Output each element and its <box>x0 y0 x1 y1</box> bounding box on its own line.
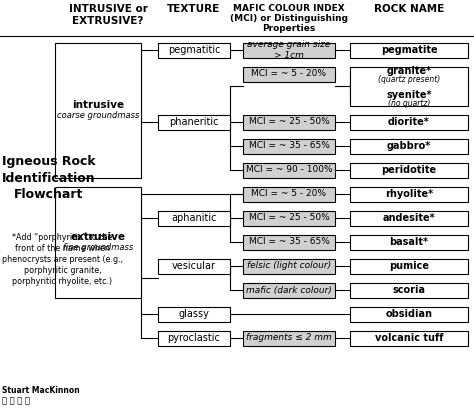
Text: mafic (dark colour): mafic (dark colour) <box>246 285 332 294</box>
Text: granite*: granite* <box>386 66 431 76</box>
FancyBboxPatch shape <box>350 330 468 346</box>
Text: MCI = ~ 90 - 100%: MCI = ~ 90 - 100% <box>246 166 332 175</box>
Text: MCI = ~ 25 - 50%: MCI = ~ 25 - 50% <box>249 213 329 222</box>
FancyBboxPatch shape <box>158 306 230 321</box>
FancyBboxPatch shape <box>350 162 468 178</box>
Text: glassy: glassy <box>179 309 210 319</box>
FancyBboxPatch shape <box>158 330 230 346</box>
FancyBboxPatch shape <box>55 187 141 297</box>
Text: syenite*: syenite* <box>386 90 432 100</box>
Text: MCI = ~ 5 - 20%: MCI = ~ 5 - 20% <box>252 189 327 198</box>
FancyBboxPatch shape <box>243 234 335 249</box>
FancyBboxPatch shape <box>243 43 335 58</box>
Text: MCI = ~ 35 - 65%: MCI = ~ 35 - 65% <box>248 238 329 247</box>
Text: diorite*: diorite* <box>388 117 430 127</box>
FancyBboxPatch shape <box>158 211 230 225</box>
Text: pumice: pumice <box>389 261 429 271</box>
FancyBboxPatch shape <box>350 139 468 153</box>
Text: fragments ≤ 2 mm: fragments ≤ 2 mm <box>246 333 332 342</box>
Text: (quartz present): (quartz present) <box>378 74 440 83</box>
FancyBboxPatch shape <box>350 234 468 249</box>
Text: volcanic tuff: volcanic tuff <box>375 333 443 343</box>
Text: basalt*: basalt* <box>390 237 428 247</box>
FancyBboxPatch shape <box>350 187 468 202</box>
Text: gabbro*: gabbro* <box>387 141 431 151</box>
Text: intrusive: intrusive <box>72 100 124 110</box>
Text: Stuart MacKinnon: Stuart MacKinnon <box>2 386 80 395</box>
Text: Ⓒ Ⓞ Ⓜ Ⓢ: Ⓒ Ⓞ Ⓜ Ⓢ <box>2 396 30 405</box>
FancyBboxPatch shape <box>243 139 335 153</box>
FancyBboxPatch shape <box>243 258 335 274</box>
FancyBboxPatch shape <box>243 67 335 81</box>
Text: TEXTURE: TEXTURE <box>167 4 220 14</box>
FancyBboxPatch shape <box>243 162 335 178</box>
Text: (no quartz): (no quartz) <box>388 99 430 108</box>
FancyBboxPatch shape <box>350 258 468 274</box>
Text: MCI = ~ 5 - 20%: MCI = ~ 5 - 20% <box>252 70 327 79</box>
Text: MAFIC COLOUR INDEX
(MCI) or Distinguishing
Properties: MAFIC COLOUR INDEX (MCI) or Distinguishi… <box>230 4 348 33</box>
FancyBboxPatch shape <box>243 211 335 225</box>
FancyBboxPatch shape <box>243 187 335 202</box>
FancyBboxPatch shape <box>243 330 335 346</box>
Text: ROCK NAME: ROCK NAME <box>374 4 444 14</box>
Text: coarse groundmass: coarse groundmass <box>57 110 139 119</box>
FancyBboxPatch shape <box>350 306 468 321</box>
FancyBboxPatch shape <box>243 115 335 130</box>
FancyBboxPatch shape <box>350 283 468 297</box>
FancyBboxPatch shape <box>158 43 230 58</box>
Text: obsidian: obsidian <box>385 309 432 319</box>
Text: pegmatitic: pegmatitic <box>168 45 220 55</box>
Text: fine groundmass: fine groundmass <box>63 243 133 252</box>
FancyBboxPatch shape <box>350 43 468 58</box>
FancyBboxPatch shape <box>350 67 468 106</box>
Text: Igneous Rock
Identification
Flowchart: Igneous Rock Identification Flowchart <box>2 155 96 201</box>
FancyBboxPatch shape <box>350 211 468 225</box>
Text: average grain size
> 1cm: average grain size > 1cm <box>247 40 331 60</box>
Text: vesicular: vesicular <box>172 261 216 271</box>
Text: felsic (light colour): felsic (light colour) <box>247 261 331 270</box>
Text: MCI = ~ 35 - 65%: MCI = ~ 35 - 65% <box>248 142 329 151</box>
Text: INTRUSIVE or
EXTRUSIVE?: INTRUSIVE or EXTRUSIVE? <box>69 4 147 26</box>
Text: pyroclastic: pyroclastic <box>168 333 220 343</box>
Text: extrusive: extrusive <box>71 232 126 242</box>
Text: pegmatite: pegmatite <box>381 45 438 55</box>
Text: aphanitic: aphanitic <box>171 213 217 223</box>
FancyBboxPatch shape <box>55 43 141 178</box>
Text: phaneritic: phaneritic <box>169 117 219 127</box>
FancyBboxPatch shape <box>243 283 335 297</box>
Text: andesite*: andesite* <box>383 213 435 223</box>
Text: peridotite: peridotite <box>382 165 437 175</box>
Text: *Add “porphyritic” to the
front of the name when
phenocrysts are present (e.g.,
: *Add “porphyritic” to the front of the n… <box>2 233 123 286</box>
FancyBboxPatch shape <box>350 115 468 130</box>
Text: scoria: scoria <box>392 285 426 295</box>
FancyBboxPatch shape <box>158 258 230 274</box>
FancyBboxPatch shape <box>158 115 230 130</box>
Text: MCI = ~ 25 - 50%: MCI = ~ 25 - 50% <box>249 117 329 126</box>
Text: rhyolite*: rhyolite* <box>385 189 433 199</box>
